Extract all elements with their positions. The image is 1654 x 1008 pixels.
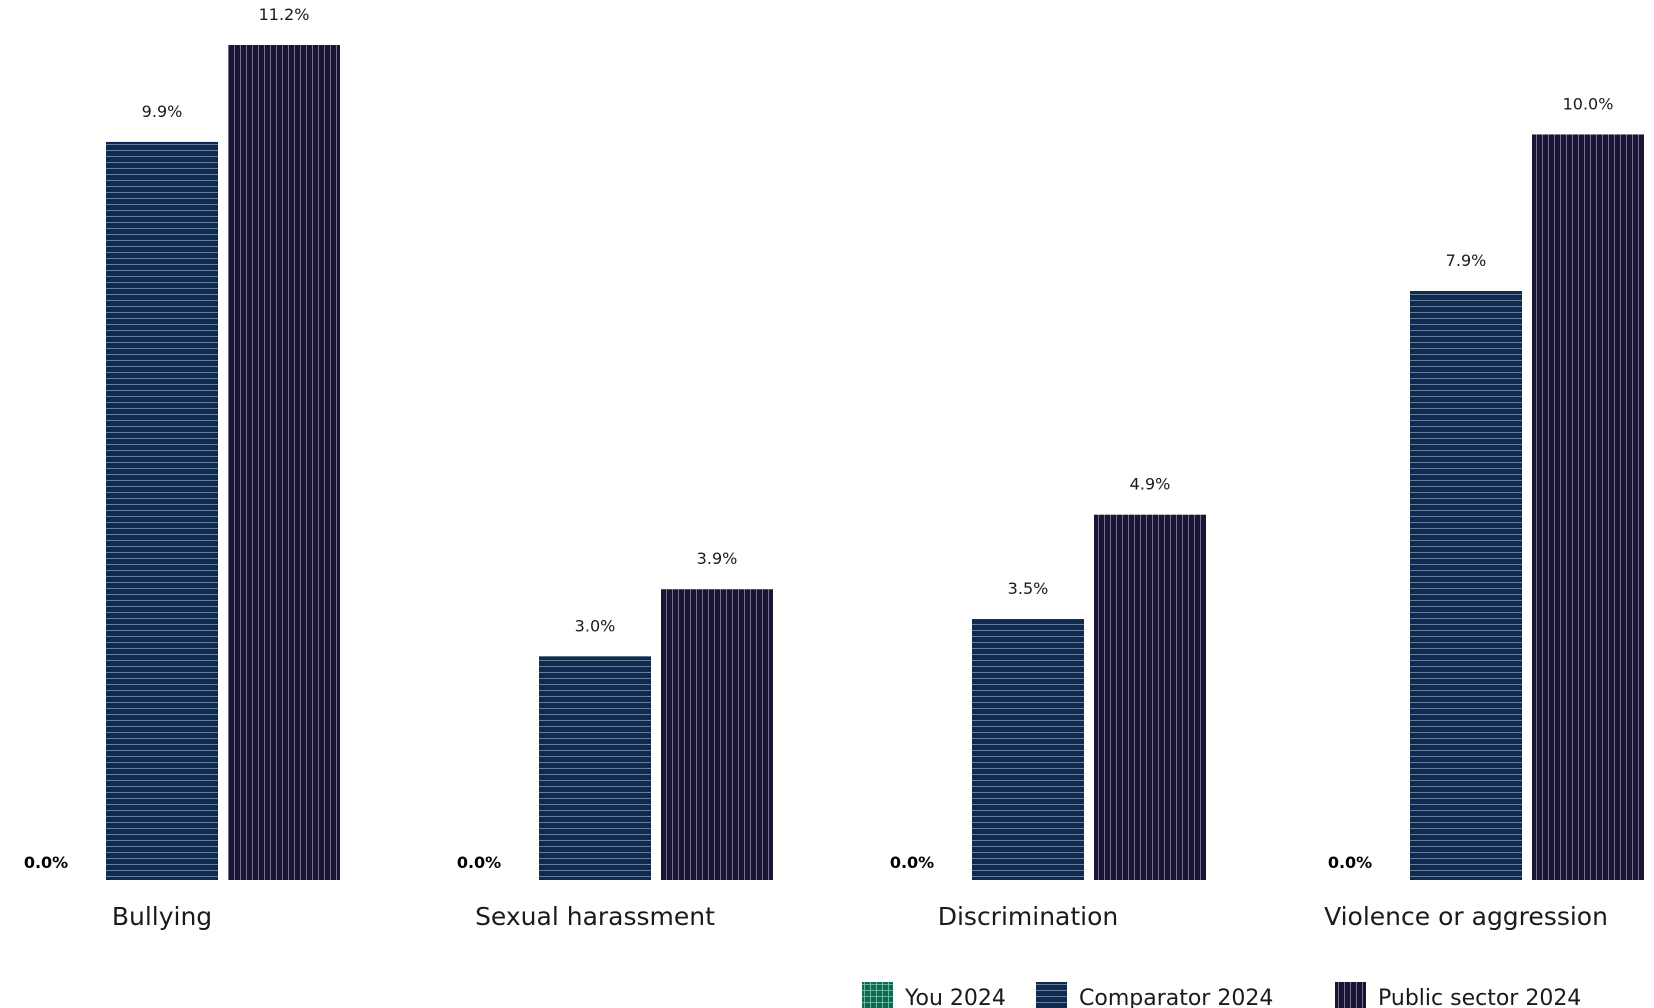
legend: You 2024 Comparator 2024 Public sector 202… (862, 982, 1581, 1008)
bar-comparator-2024-sexual-harassment (539, 656, 651, 880)
legend-item-public-sector-2024: Public sector 2024 (1335, 982, 1581, 1008)
data-label-public-sector-2024-bullying: 11.2% (259, 5, 310, 24)
bar-public-sector-2024-discrimination (1094, 514, 1206, 880)
data-label-you-2024-discrimination: 0.0% (890, 853, 934, 872)
data-label-comparator-2024-sexual-harassment: 3.0% (575, 616, 616, 635)
category-label-violence-or-aggression: Violence or aggression (1324, 902, 1608, 931)
bar-comparator-2024-discrimination (972, 619, 1084, 880)
plot-area: 0.0% 9.9% 11.2% Bullying 0.0% 3.0% 3.9% Sexual … (24, 5, 1644, 931)
data-label-comparator-2024-discrimination: 3.5% (1008, 579, 1049, 598)
data-label-public-sector-2024-discrimination: 4.9% (1130, 475, 1171, 494)
data-label-you-2024-sexual-harassment: 0.0% (457, 853, 501, 872)
bar-comparator-2024-bullying (106, 141, 218, 880)
legend-swatch-public-sector-2024 (1335, 982, 1366, 1008)
bar-group-violence-or-aggression: 0.0% 7.9% 10.0% Violence or aggression (1324, 94, 1644, 931)
legend-swatch-you-2024 (862, 982, 893, 1008)
data-label-public-sector-2024-sexual-harassment: 3.9% (697, 549, 738, 568)
bar-public-sector-2024-sexual-harassment (661, 589, 773, 880)
bar-group-discrimination: 0.0% 3.5% 4.9% Discrimination (890, 475, 1206, 931)
data-label-public-sector-2024-violence-or-aggression: 10.0% (1563, 94, 1614, 113)
category-label-bullying: Bullying (112, 902, 212, 931)
legend-label-you-2024: You 2024 (904, 986, 1006, 1008)
category-label-sexual-harassment: Sexual harassment (475, 902, 715, 931)
data-label-you-2024-bullying: 0.0% (24, 853, 68, 872)
data-label-you-2024-violence-or-aggression: 0.0% (1328, 853, 1372, 872)
legend-swatch-comparator-2024 (1036, 982, 1067, 1008)
legend-label-public-sector-2024: Public sector 2024 (1378, 986, 1581, 1008)
category-label-discrimination: Discrimination (938, 902, 1119, 931)
bar-comparator-2024-violence-or-aggression (1410, 291, 1522, 880)
legend-label-comparator-2024: Comparator 2024 (1079, 986, 1273, 1008)
legend-item-comparator-2024: Comparator 2024 (1036, 982, 1273, 1008)
bar-group-bullying: 0.0% 9.9% 11.2% Bullying (24, 5, 340, 931)
legend-item-you-2024: You 2024 (862, 982, 1006, 1008)
bar-public-sector-2024-violence-or-aggression (1532, 134, 1644, 880)
data-label-comparator-2024-bullying: 9.9% (142, 102, 183, 121)
bar-group-sexual-harassment: 0.0% 3.0% 3.9% Sexual harassment (457, 549, 773, 931)
bar-public-sector-2024-bullying (228, 45, 340, 880)
data-label-comparator-2024-violence-or-aggression: 7.9% (1446, 251, 1487, 270)
